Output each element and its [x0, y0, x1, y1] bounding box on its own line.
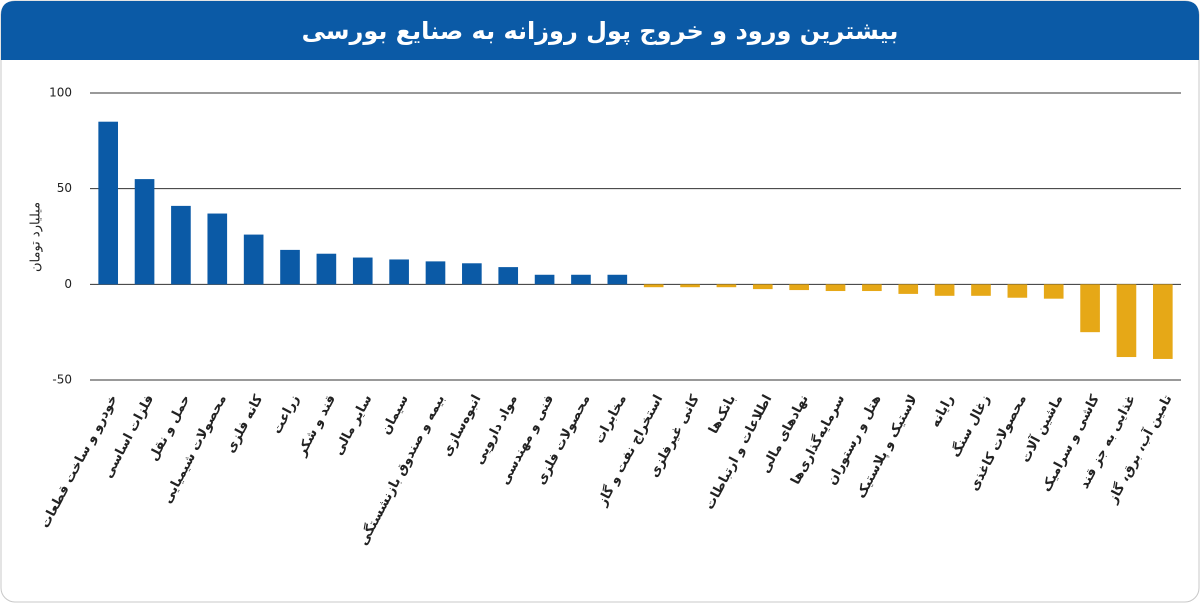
- bar: [243, 234, 264, 285]
- bar: [1080, 284, 1100, 333]
- bar: [607, 274, 628, 285]
- y-axis-label: میلیارد تومان: [29, 202, 44, 272]
- y-tick-label: -50: [52, 373, 72, 387]
- chart-title: بیشترین ورود و خروج پول روزانه به صنایع …: [302, 17, 899, 45]
- bar: [571, 274, 591, 285]
- bar: [643, 284, 664, 288]
- bar: [898, 284, 919, 294]
- bar: [789, 284, 809, 291]
- bar: [316, 253, 337, 285]
- bar: [134, 179, 155, 285]
- bar: [862, 284, 882, 292]
- bar: [971, 284, 991, 296]
- bar: [462, 263, 482, 285]
- bar: [1116, 284, 1137, 358]
- bar: [498, 267, 519, 285]
- bar: [98, 121, 119, 285]
- bar: [352, 257, 373, 285]
- bar: [1152, 284, 1173, 359]
- bar: [171, 205, 191, 285]
- bar: [280, 249, 300, 285]
- bar: [752, 284, 773, 290]
- bar: [534, 274, 555, 285]
- bar: [825, 284, 846, 292]
- bar: [716, 284, 737, 288]
- bar: [1007, 284, 1028, 298]
- title-bar: [1, 1, 1199, 60]
- y-tick-label: 50: [57, 181, 72, 195]
- y-tick-label: 100: [49, 86, 72, 100]
- bar: [207, 213, 228, 285]
- bar: [425, 261, 446, 285]
- bar: [934, 284, 955, 296]
- bar: [389, 259, 409, 285]
- y-tick-label: 0: [64, 277, 72, 291]
- bar: [680, 284, 700, 288]
- bar: [1043, 284, 1064, 299]
